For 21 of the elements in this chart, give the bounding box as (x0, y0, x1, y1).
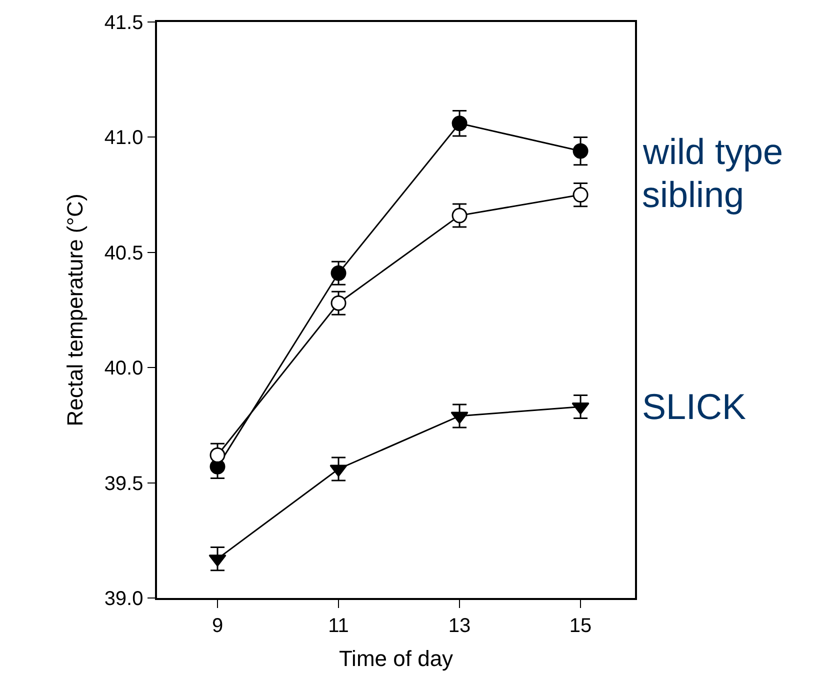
x-tick-label: 11 (328, 614, 349, 637)
point (572, 187, 588, 203)
x-axis-title: Time of day (338, 646, 454, 672)
x-tick-label: 13 (448, 614, 471, 637)
point (452, 208, 468, 224)
y-tick-label: 41.5 (104, 12, 144, 34)
series-label: SLICK (642, 386, 746, 427)
point (452, 116, 468, 132)
point (330, 265, 346, 281)
y-tick-label: 39.0 (104, 588, 144, 610)
x-tick-label: 9 (212, 614, 224, 637)
y-tick-label: 40.5 (104, 242, 144, 264)
y-tick-label: 40.0 (104, 358, 144, 380)
y-tick-label: 41.0 (104, 127, 144, 150)
series-label: wild type (642, 131, 784, 172)
y-tick-label: 39.5 (104, 472, 144, 495)
point (330, 295, 346, 311)
y-axis-title: Rectal temperature (°C) (62, 194, 88, 426)
series-label: sibling (642, 174, 744, 215)
point (572, 143, 588, 159)
x-tick-label: 15 (569, 614, 592, 637)
